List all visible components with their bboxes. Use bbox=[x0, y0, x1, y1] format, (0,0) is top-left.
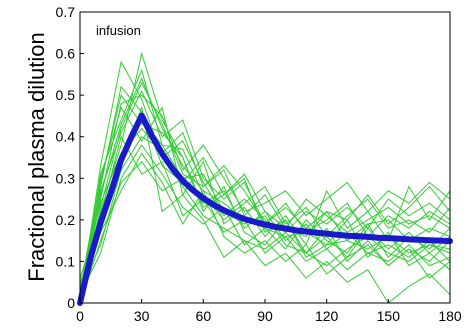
individual-series-line-13 bbox=[79, 135, 451, 279]
y-tick-label: 0.2 bbox=[56, 212, 76, 228]
x-tick-label: 0 bbox=[76, 308, 84, 324]
x-tick-label: 60 bbox=[196, 308, 212, 324]
x-tick-label: 180 bbox=[438, 308, 462, 324]
x-tick-label: 120 bbox=[315, 308, 339, 324]
individual-series-line-10 bbox=[79, 85, 451, 304]
y-tick-label: 0.4 bbox=[56, 129, 76, 145]
individual-series-line-16 bbox=[79, 93, 451, 304]
individual-series-line-4 bbox=[79, 51, 451, 304]
y-tick-label: 0.7 bbox=[56, 4, 76, 20]
x-axis: 0 30 60 90 120 150 180 bbox=[76, 299, 462, 324]
x-tick-label: 90 bbox=[257, 308, 273, 324]
individual-series-line-14 bbox=[79, 94, 451, 304]
individual-series-line-9 bbox=[79, 127, 451, 287]
model-fit-line bbox=[77, 112, 453, 306]
y-tick-label: 0.1 bbox=[56, 253, 76, 269]
individual-series-line-12 bbox=[79, 68, 451, 304]
x-tick-label: 30 bbox=[134, 308, 150, 324]
individual-series-line-17 bbox=[79, 136, 451, 291]
individual-series-line-15 bbox=[79, 152, 451, 299]
y-tick-label: 0.3 bbox=[56, 170, 76, 186]
y-axis-label: Fractional plasma dilution bbox=[24, 32, 49, 281]
y-tick-label: 0 bbox=[67, 295, 75, 311]
individual-series-line-11 bbox=[79, 144, 451, 295]
y-axis: 0 0.1 0.2 0.3 0.4 0.5 0.6 0.7 bbox=[56, 4, 84, 311]
y-tick-label: 0.6 bbox=[56, 46, 76, 62]
plot-area bbox=[80, 12, 450, 303]
y-tick-label: 0.5 bbox=[56, 87, 76, 103]
model-series-group bbox=[77, 112, 453, 306]
x-tick-label: 150 bbox=[377, 308, 401, 324]
individual-series-line-2 bbox=[79, 60, 451, 304]
infusion-annotation: infusion bbox=[96, 23, 141, 38]
